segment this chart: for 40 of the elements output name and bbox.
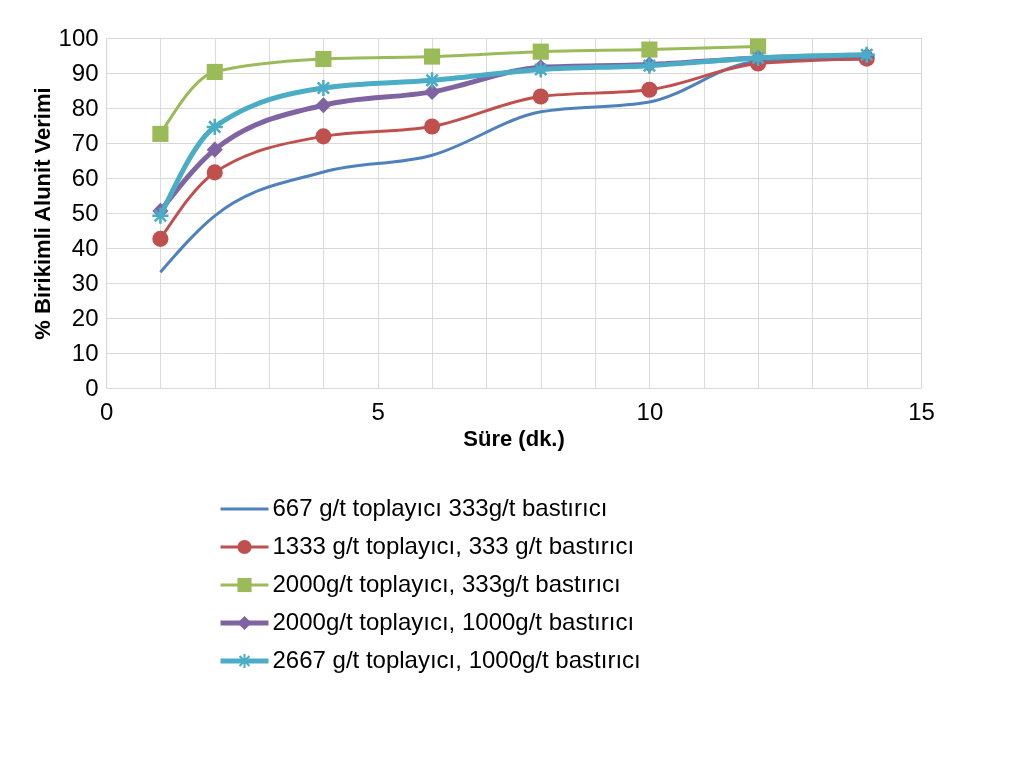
y-tick-label: 90: [71, 58, 99, 86]
point: [315, 97, 332, 114]
legend-label: 667 g/t toplayıcı 333g/t bastırıcı: [272, 494, 608, 521]
y-tick-label: 10: [71, 338, 99, 366]
point: [151, 206, 170, 226]
point: [205, 117, 225, 137]
point: [532, 43, 549, 60]
point: [641, 41, 658, 58]
x-tick-label: 5: [371, 397, 385, 425]
point: [532, 88, 549, 105]
y-axis-title: % Birikimli Alunit Verimi: [29, 87, 55, 340]
legend-label: 2000g/t toplayıcı, 333g/t bastırıcı: [272, 570, 621, 597]
x-axis-title: Süre (dk.): [463, 425, 565, 451]
point: [315, 128, 332, 145]
point: [424, 48, 441, 65]
legend-label: 2667 g/t toplayıcı, 1000g/t bastırıcı: [272, 646, 641, 673]
point: [206, 63, 223, 81]
y-tick-label: 100: [58, 23, 99, 51]
y-tick-label: 50: [71, 198, 99, 226]
y-tick-label: 20: [71, 303, 99, 331]
y-tick-label: 40: [71, 233, 99, 261]
point: [424, 83, 441, 100]
y-tick-label: 0: [85, 373, 99, 401]
point: [315, 50, 332, 68]
legend-label: 1333 g/t toplayıcı, 333 g/t bastırıcı: [272, 532, 635, 559]
point: [422, 71, 442, 90]
y-tick-label: 80: [71, 93, 99, 121]
y-tick-label: 30: [71, 268, 99, 296]
point: [152, 230, 169, 247]
point: [641, 81, 658, 98]
point: [424, 118, 441, 135]
point: [314, 78, 333, 98]
point: [206, 141, 223, 158]
point: [206, 164, 223, 181]
x-tick-label: 15: [908, 397, 935, 425]
point: [152, 125, 169, 142]
x-tick-label: 10: [636, 397, 664, 425]
legend-label: 2000g/t toplayıcı, 1000g/t bastırıcı: [272, 608, 635, 635]
y-tick-label: 60: [71, 163, 99, 191]
y-tick-label: 70: [71, 128, 99, 156]
